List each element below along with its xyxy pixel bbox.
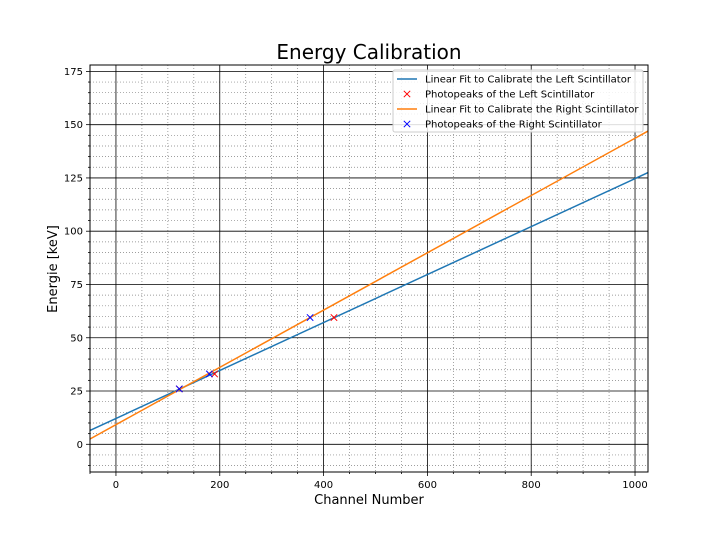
x-tick-label: 400: [314, 480, 333, 491]
legend-entry-label: Photopeaks of the Left Scintillator: [425, 90, 595, 101]
y-axis-ticks: 0 25 50 75 100 125 150 175: [64, 67, 90, 467]
plot-frame: [89, 64, 649, 473]
marker-stroke: [211, 370, 219, 378]
y-tick-label: 100: [64, 227, 83, 238]
series-line-0: [89, 171, 649, 432]
marker-stroke: [205, 370, 213, 378]
marker-stroke: [330, 313, 338, 322]
x-tick-label: 1000: [622, 480, 647, 491]
minor-grid: [89, 65, 648, 472]
y-axis-label: Energie [keV]: [46, 225, 61, 313]
series-line-2: [89, 130, 649, 440]
y-tick-label: 75: [70, 280, 83, 291]
legend-entry-label: Linear Fit to Calibrate the Right Scinti…: [425, 105, 639, 116]
data-point-1-2: [330, 313, 338, 322]
legend: Linear Fit to Calibrate the Left Scintil…: [392, 69, 644, 133]
y-tick-label: 175: [64, 67, 83, 78]
series-layer: [89, 130, 649, 440]
y-tick-label: 125: [64, 173, 83, 184]
marker-stroke: [175, 385, 183, 393]
y-tick-label: 25: [70, 387, 83, 398]
legend-marker-handle: [403, 120, 411, 128]
legend-box: [392, 69, 644, 133]
marker-stroke: [306, 313, 314, 322]
x-tick-label: 200: [210, 480, 229, 491]
legend-marker-handle: [403, 90, 411, 98]
y-tick-label: 150: [64, 120, 83, 131]
x-tick-label: 0: [113, 480, 119, 491]
chart-title: Energy Calibration: [276, 40, 461, 64]
legend-entry-label: Photopeaks of the Right Scintillator: [425, 120, 603, 131]
y-tick-label: 50: [70, 333, 83, 344]
data-point-3-0: [175, 385, 183, 393]
data-point-3-1: [205, 370, 213, 378]
x-tick-label: 600: [418, 480, 437, 491]
data-point-3-2: [306, 313, 314, 322]
x-tick-label: 800: [522, 480, 541, 491]
legend-entry-label: Linear Fit to Calibrate the Left Scintil…: [425, 75, 632, 86]
x-axis-label: Channel Number: [314, 493, 424, 508]
x-axis-ticks: 0 200 400 600 800 1000: [89, 472, 648, 491]
y-tick-label: 0: [77, 440, 83, 451]
